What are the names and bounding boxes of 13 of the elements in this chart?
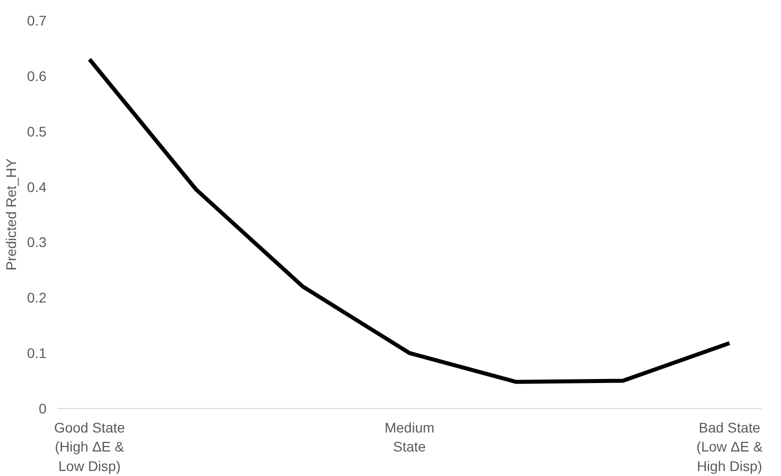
y-tick-label: 0.1 [27, 345, 47, 362]
y-tick-label: 0.7 [27, 12, 47, 28]
y-tick-label: 0.4 [27, 178, 47, 195]
y-tick-label: 0.2 [27, 290, 47, 306]
x-tick-label: Good State (High ΔE & Low Disp) [54, 420, 126, 474]
y-axis-title: Predicted Ret_HY [3, 158, 20, 271]
line-series [88, 57, 732, 384]
y-tick-label: 0.5 [27, 123, 47, 140]
y-tick-label: 0 [38, 400, 47, 416]
y-tick-label: 0.3 [27, 234, 47, 250]
x-tick-label: Bad State (Low ΔE & High Disp) [696, 420, 764, 474]
x-tick-label: Medium State [384, 420, 434, 455]
y-tick-label: 0.6 [27, 68, 47, 84]
